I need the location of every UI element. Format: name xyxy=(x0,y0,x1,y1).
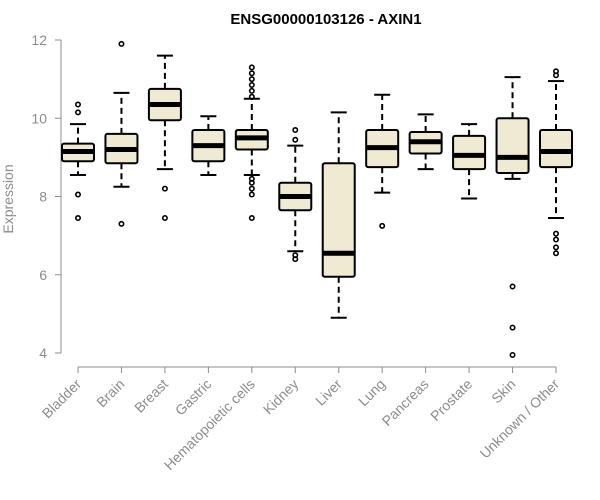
x-tick-label: Pancreas xyxy=(379,376,432,429)
x-tick-label: Kidney xyxy=(260,376,302,418)
box-prostate xyxy=(452,123,487,200)
outlier-point xyxy=(552,250,559,257)
outlier-point xyxy=(248,70,255,77)
iqr-box xyxy=(452,134,487,171)
outlier-point xyxy=(248,185,255,192)
outlier-point xyxy=(75,109,82,116)
iqr-box xyxy=(495,117,530,175)
chart-title: ENSG00000103126 - AXIN1 xyxy=(230,11,421,28)
outlier-point xyxy=(248,64,255,71)
y-tick-label: 6 xyxy=(39,267,47,283)
box-lung xyxy=(365,93,400,229)
outlier-point xyxy=(118,220,125,227)
outlier-point xyxy=(552,230,559,237)
x-tick-label: Breast xyxy=(131,376,171,416)
outlier-point xyxy=(248,175,255,182)
box-pancreas xyxy=(408,113,443,171)
outlier-point xyxy=(292,136,299,143)
outlier-point xyxy=(552,68,559,75)
outlier-point xyxy=(552,236,559,243)
x-tick-label: Prostate xyxy=(427,376,475,424)
iqr-box xyxy=(539,128,573,169)
box-skin xyxy=(495,76,530,358)
outlier-point xyxy=(248,191,255,198)
x-tick-label: Gastric xyxy=(172,376,215,419)
outlier-point xyxy=(379,222,386,229)
box-unknown-other xyxy=(539,68,573,257)
outlier-point xyxy=(509,351,516,358)
outlier-point xyxy=(75,101,82,108)
outlier-point xyxy=(248,87,255,94)
outlier-point xyxy=(552,244,559,251)
x-tick-label: Bladder xyxy=(39,376,85,422)
outlier-point xyxy=(161,185,168,192)
y-tick-label: 12 xyxy=(31,32,47,48)
outlier-point xyxy=(118,40,125,47)
outlier-point xyxy=(248,76,255,83)
box-hematopoietic-cells xyxy=(234,64,269,222)
x-tick-label: Lung xyxy=(355,376,388,409)
box-kidney xyxy=(278,126,313,263)
x-tick-label: Unknown / Other xyxy=(477,376,563,462)
x-tick-label: Brain xyxy=(93,376,127,410)
outlier-point xyxy=(248,215,255,222)
outlier-point xyxy=(75,215,82,222)
y-tick-label: 10 xyxy=(31,110,47,126)
outlier-point xyxy=(161,215,168,222)
outlier-point xyxy=(75,191,82,198)
x-tick-label: Skin xyxy=(488,376,519,407)
x-tick-label: Liver xyxy=(312,376,345,409)
outlier-point xyxy=(292,126,299,133)
box-liver xyxy=(321,111,356,319)
box-bladder xyxy=(61,101,95,222)
outlier-point xyxy=(248,81,255,88)
box-gastric xyxy=(191,115,226,176)
y-tick-label: 8 xyxy=(39,189,47,205)
y-tick-label: 4 xyxy=(39,345,47,361)
outlier-point xyxy=(509,283,516,290)
box-brain xyxy=(104,40,139,227)
iqr-box xyxy=(321,162,356,278)
outlier-point xyxy=(248,93,255,100)
y-axis: 4 6 8 10 12 xyxy=(31,32,62,361)
box-breast xyxy=(147,54,182,222)
boxes-group xyxy=(61,40,573,358)
outlier-point xyxy=(292,252,299,259)
y-axis-title: Expression xyxy=(0,164,16,233)
outlier-point xyxy=(509,324,516,331)
